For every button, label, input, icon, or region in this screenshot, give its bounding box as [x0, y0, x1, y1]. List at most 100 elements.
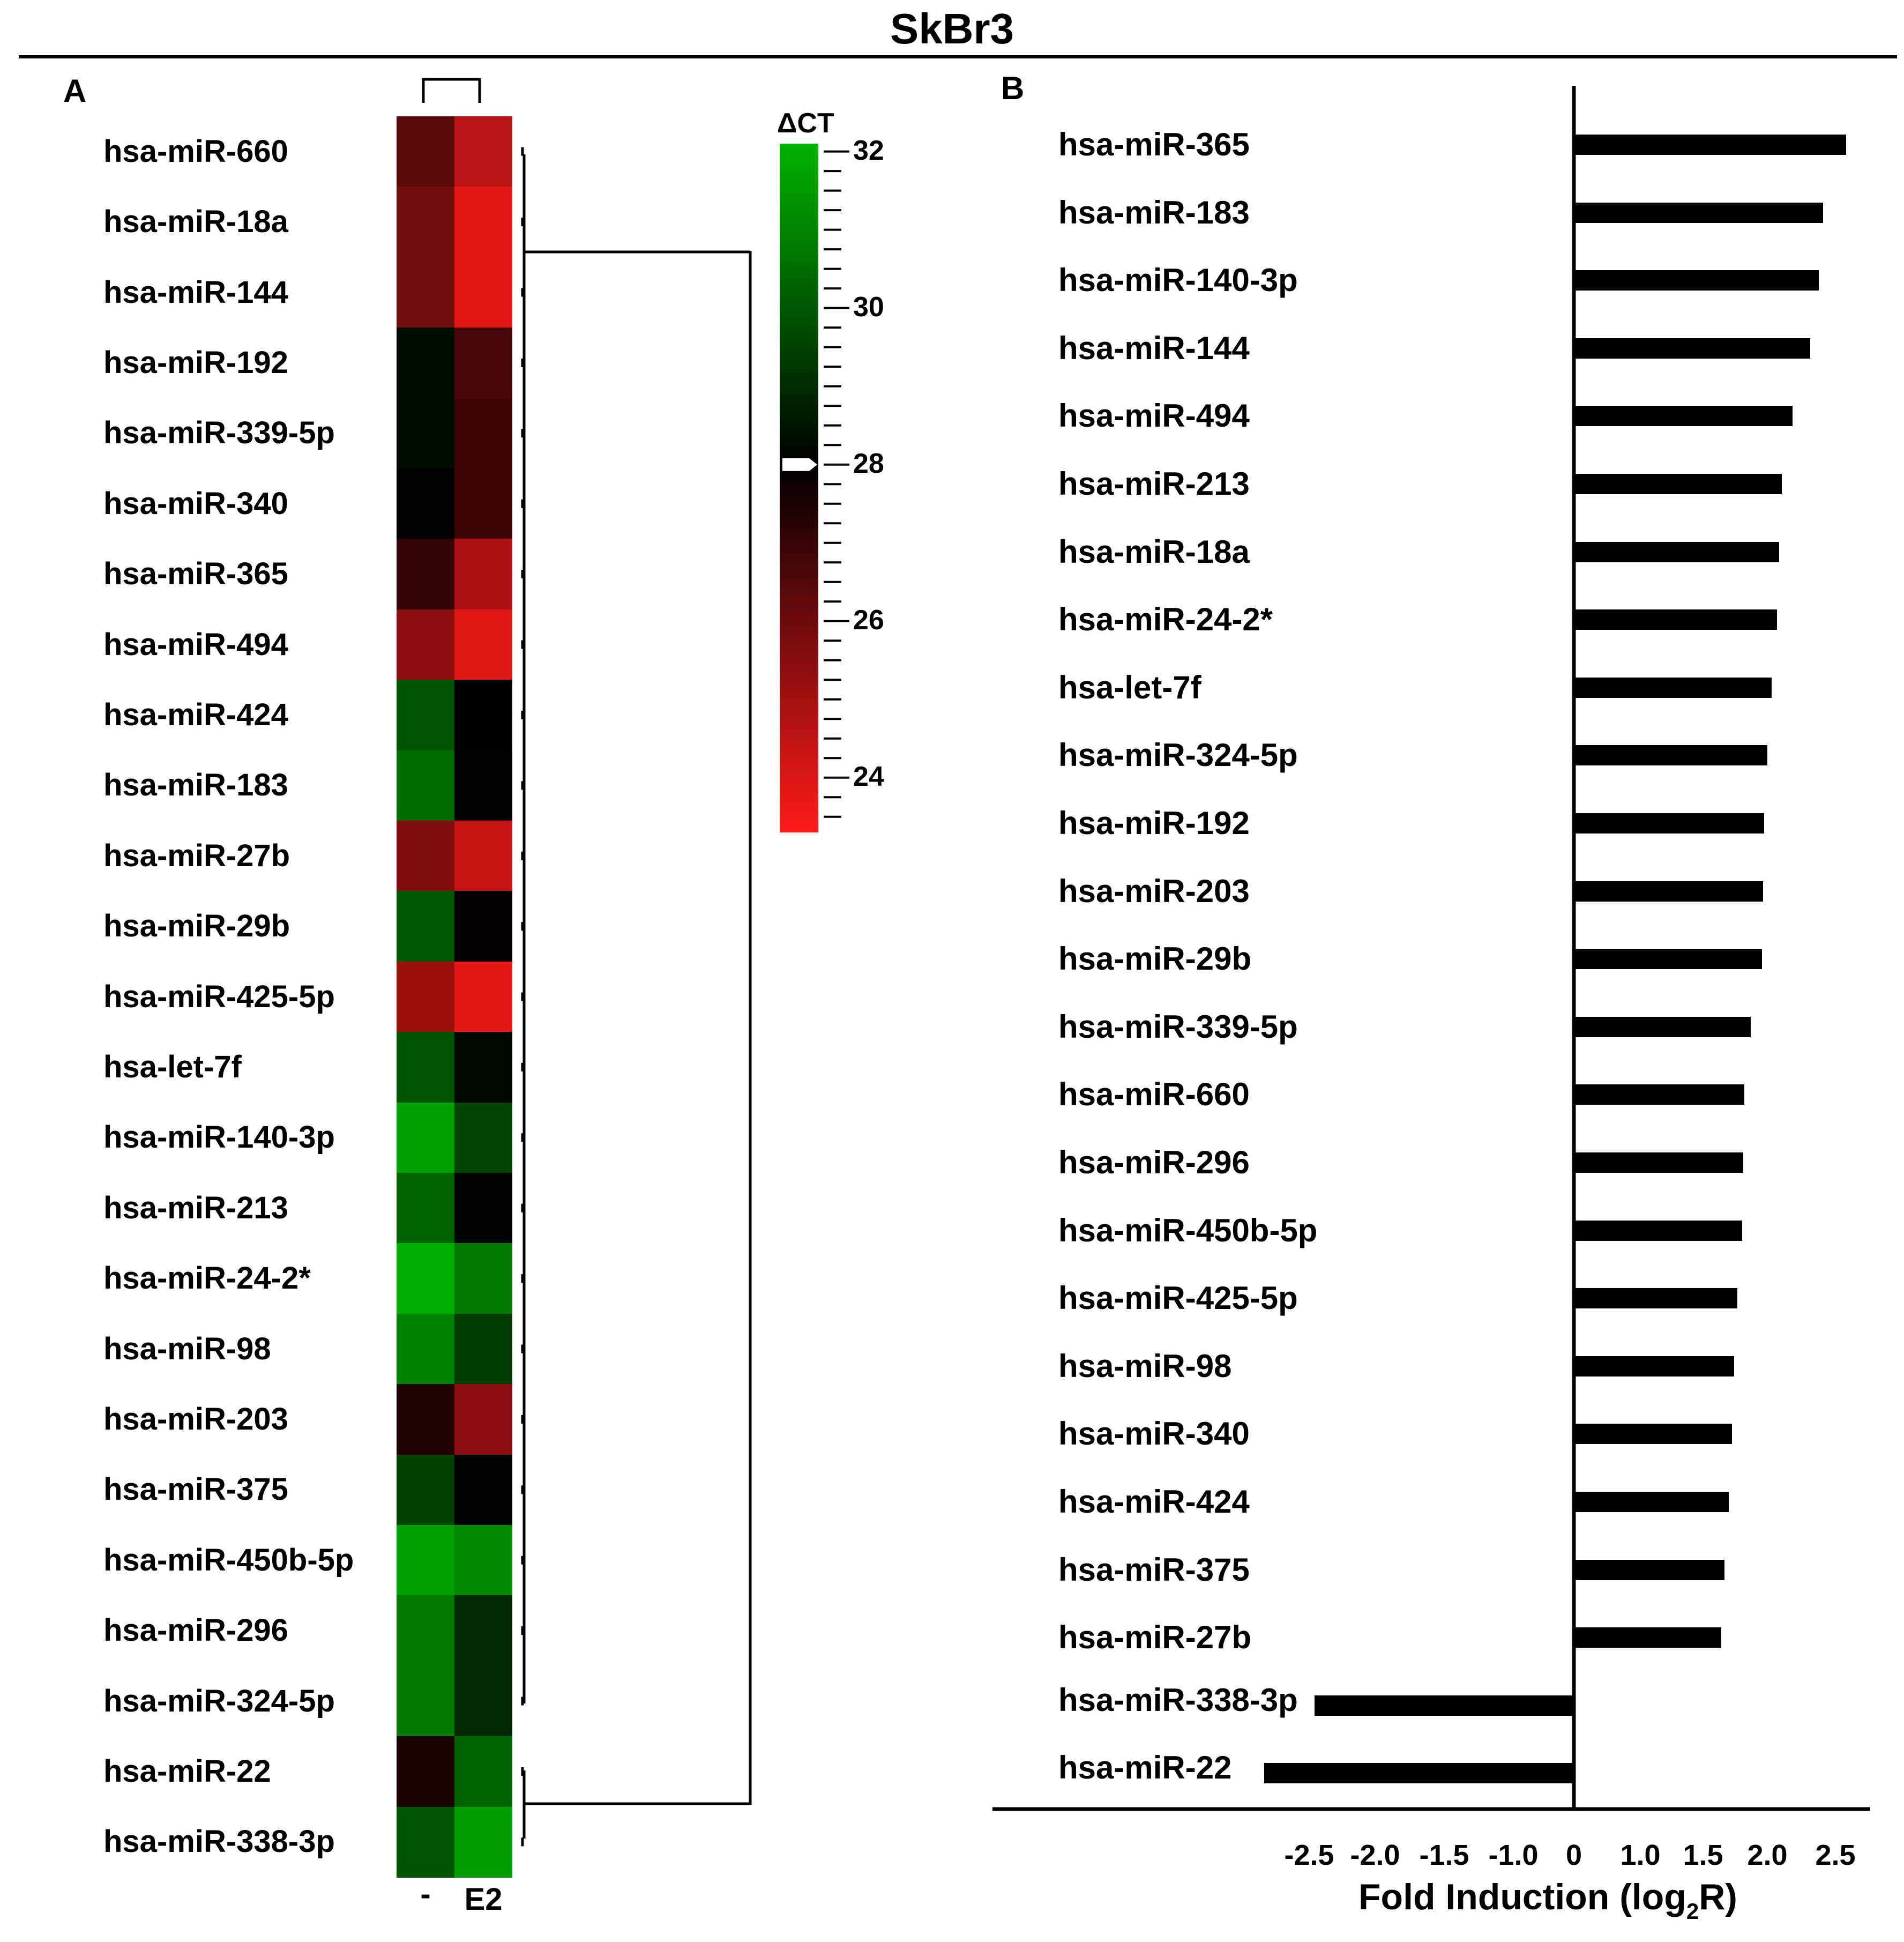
bar-category-label: hsa-miR-22 [1058, 1750, 1232, 1786]
heatmap-row-label: hsa-miR-98 [103, 1331, 271, 1366]
colorbar-tick-label: 30 [853, 291, 884, 323]
heatmap-cell [397, 1173, 454, 1244]
x-tick-label: 2.5 [1815, 1839, 1856, 1871]
heatmap-cell [454, 398, 512, 469]
bar-category-label: hsa-miR-144 [1058, 330, 1250, 366]
heatmap-cell [454, 1525, 512, 1596]
heatmap-cell [397, 750, 454, 821]
colorbar [780, 144, 818, 832]
heatmap-cell [397, 1313, 454, 1385]
bar-category-label: hsa-miR-365 [1058, 127, 1250, 162]
heatmap-cell [397, 187, 454, 258]
heatmap-cell [454, 328, 512, 399]
heatmap-row-label: hsa-miR-183 [103, 768, 288, 803]
heatmap-cell [397, 891, 454, 962]
heatmap-row-label: hsa-miR-29b [103, 909, 290, 944]
bar-category-label: hsa-miR-340 [1058, 1416, 1250, 1452]
heatmap-cell [454, 961, 512, 1033]
heatmap-cell [397, 1102, 454, 1173]
heatmap-cell [454, 1736, 512, 1807]
figure-title: SkBr3 [890, 5, 1014, 53]
bar [1574, 541, 1779, 562]
heatmap-cell [397, 539, 454, 610]
bar [1574, 1220, 1743, 1241]
x-tick-label: -1.5 [1419, 1839, 1469, 1871]
heatmap-cell [454, 1806, 512, 1878]
bar [1574, 745, 1768, 766]
heatmap-cell [397, 1243, 454, 1314]
bar-category-label: hsa-miR-450b-5p [1058, 1212, 1318, 1248]
x-tick-label: -2.5 [1284, 1839, 1334, 1871]
heatmap-row-label: hsa-miR-494 [103, 627, 288, 662]
bar [1574, 1152, 1744, 1173]
heatmap-cell [397, 1525, 454, 1596]
panel-a-label: A [63, 73, 87, 109]
heatmap-cell [454, 187, 512, 258]
heatmap-cell [454, 1454, 512, 1526]
x-tick-label: 1.0 [1620, 1839, 1661, 1871]
bar-category-label: hsa-miR-338-3p [1058, 1681, 1298, 1718]
heatmap-cell [454, 750, 512, 821]
bar-category-label: hsa-miR-98 [1058, 1348, 1232, 1384]
bar-category-label: hsa-miR-494 [1058, 398, 1250, 434]
bar [1574, 474, 1782, 494]
heatmap-cell [397, 1595, 454, 1666]
heatmap-cell [454, 1595, 512, 1666]
colorbar-tick-label: 32 [853, 135, 884, 166]
heatmap-row-label: hsa-miR-424 [103, 697, 288, 732]
heatmap-row-label: hsa-miR-144 [103, 274, 288, 310]
heatmap-cell [397, 398, 454, 469]
heatmap-cell [397, 1665, 454, 1737]
bar-category-label: hsa-miR-660 [1058, 1076, 1250, 1113]
heatmap-cell [454, 1243, 512, 1314]
heatmap-cell [454, 1102, 512, 1173]
x-tick-label: -2.0 [1350, 1839, 1400, 1871]
bar [1574, 1559, 1725, 1580]
heatmap-cell [454, 680, 512, 751]
bar [1574, 881, 1764, 902]
heatmap-cell [454, 1384, 512, 1455]
colorbar-tick-label: 28 [853, 448, 884, 479]
bar [1574, 609, 1777, 630]
heatmap-cell [454, 609, 512, 681]
bar-category-label: hsa-miR-339-5p [1058, 1008, 1298, 1045]
bar [1574, 1424, 1732, 1445]
bar-category-label: hsa-let-7f [1058, 669, 1201, 705]
heatmap-cell [397, 116, 454, 188]
bar [1574, 270, 1819, 291]
bar-category-label: hsa-miR-18a [1058, 533, 1250, 570]
heatmap-row-label: hsa-miR-192 [103, 345, 288, 380]
bar-category-label: hsa-miR-203 [1058, 873, 1250, 909]
bar-category-label: hsa-miR-296 [1058, 1144, 1250, 1180]
title-rule [19, 55, 1897, 58]
bar [1574, 202, 1823, 223]
heatmap-row-label: hsa-miR-660 [103, 133, 288, 169]
colorbar-title: ΔCT [777, 108, 834, 139]
panel-b-label: B [1001, 70, 1025, 106]
bar [1314, 1695, 1574, 1716]
x-axis-title: Fold Induction (log2R) [1358, 1877, 1737, 1924]
colorbar-tick-label: 24 [853, 761, 884, 792]
x-tick-label: 2.0 [1747, 1839, 1788, 1871]
bar-category-label: hsa-miR-140-3p [1058, 262, 1298, 299]
bar [1574, 949, 1763, 970]
heatmap-row-label: hsa-miR-450b-5p [103, 1542, 354, 1578]
heatmap-row-label: hsa-miR-324-5p [103, 1683, 335, 1718]
bar [1264, 1763, 1574, 1784]
heatmap-col-label-control: - [420, 1877, 431, 1911]
heatmap-cell [454, 539, 512, 610]
bar [1574, 1356, 1734, 1376]
heatmap-cell [454, 821, 512, 892]
heatmap-cell [454, 468, 512, 540]
bar-category-label: hsa-miR-29b [1058, 941, 1252, 977]
bar-category-label: hsa-miR-425-5p [1058, 1280, 1298, 1316]
x-tick-label: -1.0 [1488, 1839, 1539, 1871]
heatmap-cell [397, 680, 454, 751]
heatmap-cell [397, 609, 454, 681]
heatmap-cell [397, 328, 454, 399]
heatmap-cell [454, 1665, 512, 1737]
heatmap-col-label-e2: E2 [464, 1882, 503, 1917]
heatmap-cell [397, 961, 454, 1033]
heatmap-cell [454, 257, 512, 329]
heatmap-cell [454, 1173, 512, 1244]
